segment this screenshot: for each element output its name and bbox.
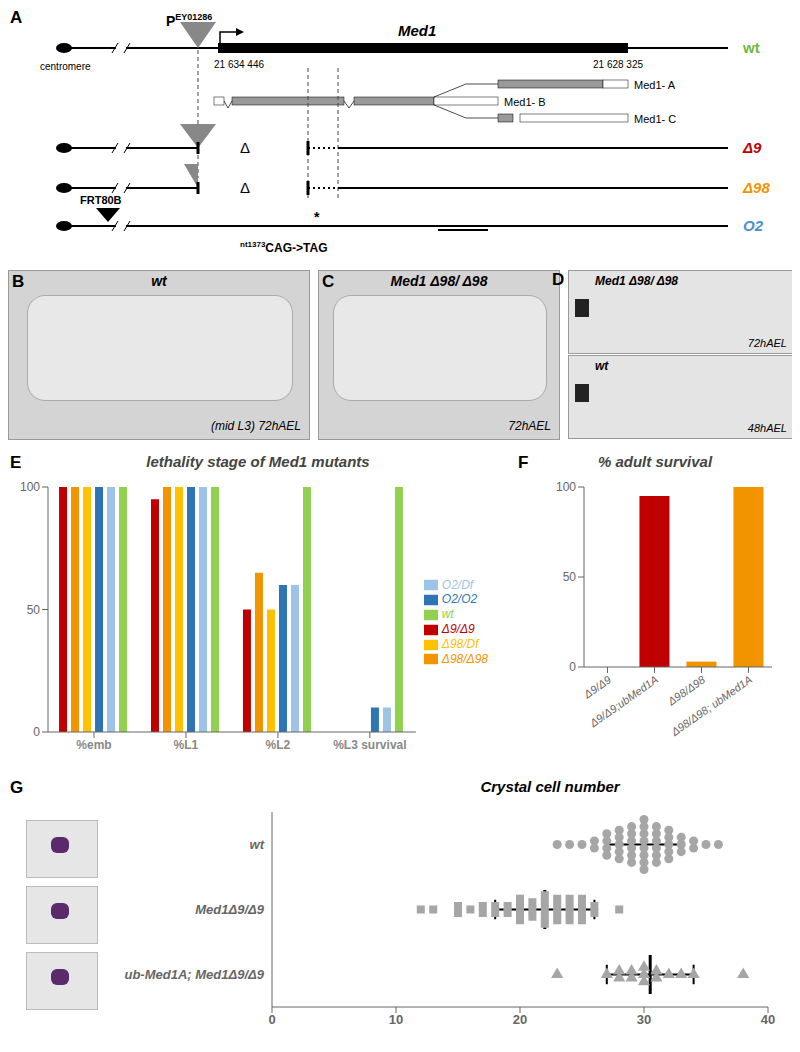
svg-text:Δ9/Δ9: Δ9/Δ9 [581, 673, 613, 701]
svg-text:21 628 325: 21 628 325 [593, 59, 643, 70]
svg-text:%L2: %L2 [266, 738, 291, 752]
svg-text:100: 100 [20, 480, 40, 494]
svg-text:Med1- A: Med1- A [634, 79, 676, 91]
html-text:F: F [518, 453, 529, 472]
html-text:72hAEL: 72hAEL [508, 419, 551, 433]
svg-text:0: 0 [569, 660, 576, 674]
html-text:A: A [10, 8, 23, 27]
html-text:wt: wt [595, 359, 609, 373]
svg-text:O2: O2 [743, 217, 764, 234]
html-text:D: D [552, 270, 565, 289]
html-text:O2/O2: O2/O2 [441, 592, 478, 607]
svg-text:centromere: centromere [40, 61, 91, 72]
svg-text:Med1Δ9/Δ9: Med1Δ9/Δ9 [195, 902, 265, 917]
svg-text:FRT80B: FRT80B [80, 194, 122, 206]
svg-text:Δ: Δ [240, 179, 250, 196]
svg-text:50: 50 [27, 603, 41, 617]
html-text:wt: wt [441, 607, 454, 622]
svg-text:nt1373CAG->TAG: nt1373CAG->TAG [240, 240, 327, 255]
svg-text:10: 10 [389, 1012, 403, 1027]
html-text:% adult survival: % adult survival [597, 453, 713, 470]
svg-text:30: 30 [637, 1012, 651, 1027]
html-text:Med1 Δ98/ Δ98: Med1 Δ98/ Δ98 [595, 274, 678, 288]
svg-text:Med1- B: Med1- B [504, 96, 546, 108]
svg-text:%L3 survival: %L3 survival [333, 738, 406, 752]
svg-text:20: 20 [513, 1012, 527, 1027]
svg-text:40: 40 [761, 1012, 775, 1027]
svg-text:0: 0 [33, 725, 40, 739]
html-text:Δ98/Δ98: Δ98/Δ98 [441, 651, 488, 666]
html-text:72hAEL: 72hAEL [747, 337, 787, 349]
html-text:48hAEL: 48hAEL [747, 422, 787, 434]
html-text:wt: wt [151, 273, 167, 289]
svg-text:0: 0 [268, 1012, 275, 1027]
svg-text:ub-Med1A; Med1Δ9/Δ9: ub-Med1A; Med1Δ9/Δ9 [124, 967, 264, 982]
svg-text:%L1: %L1 [174, 738, 199, 752]
svg-text:Med1- C: Med1- C [634, 113, 676, 125]
svg-text:100: 100 [556, 480, 576, 494]
html-text:Med1 Δ98/ Δ98: Med1 Δ98/ Δ98 [390, 273, 488, 289]
html-text:lethality stage of Med1 mutant: lethality stage of Med1 mutants [146, 453, 370, 470]
html-text:B: B [12, 272, 25, 291]
svg-text:wt: wt [742, 39, 760, 56]
svg-text:%emb: %emb [76, 738, 111, 752]
svg-text:Δ9/Δ9;ubMed1A: Δ9/Δ9;ubMed1A [587, 673, 660, 729]
svg-text:21 634 446: 21 634 446 [214, 59, 264, 70]
svg-text:*: * [314, 209, 320, 225]
html-text:Δ98/Df: Δ98/Df [441, 636, 479, 651]
html-text:(mid L3) 72hAEL: (mid L3) 72hAEL [211, 419, 301, 433]
svg-text:Δ98/Δ98: Δ98/Δ98 [665, 673, 708, 708]
html-text:Crystal cell number: Crystal cell number [480, 778, 620, 795]
html-text:O2/Df: O2/Df [441, 577, 474, 592]
svg-text:Δ98/Δ98; ubMed1A: Δ98/Δ98; ubMed1A [668, 673, 754, 738]
svg-text:Δ: Δ [240, 139, 250, 156]
svg-text:PEY01286: PEY01286 [166, 12, 212, 29]
svg-text:Δ9: Δ9 [742, 139, 762, 156]
svg-text:Med1: Med1 [398, 22, 436, 39]
html-text:Δ9/Δ9: Δ9/Δ9 [441, 622, 475, 636]
svg-text:wt: wt [250, 837, 265, 852]
svg-text:50: 50 [563, 570, 577, 584]
svg-text:Δ98: Δ98 [742, 179, 770, 196]
html-text:G: G [10, 778, 24, 797]
html-text:E: E [10, 453, 22, 472]
html-text:C: C [322, 272, 335, 291]
